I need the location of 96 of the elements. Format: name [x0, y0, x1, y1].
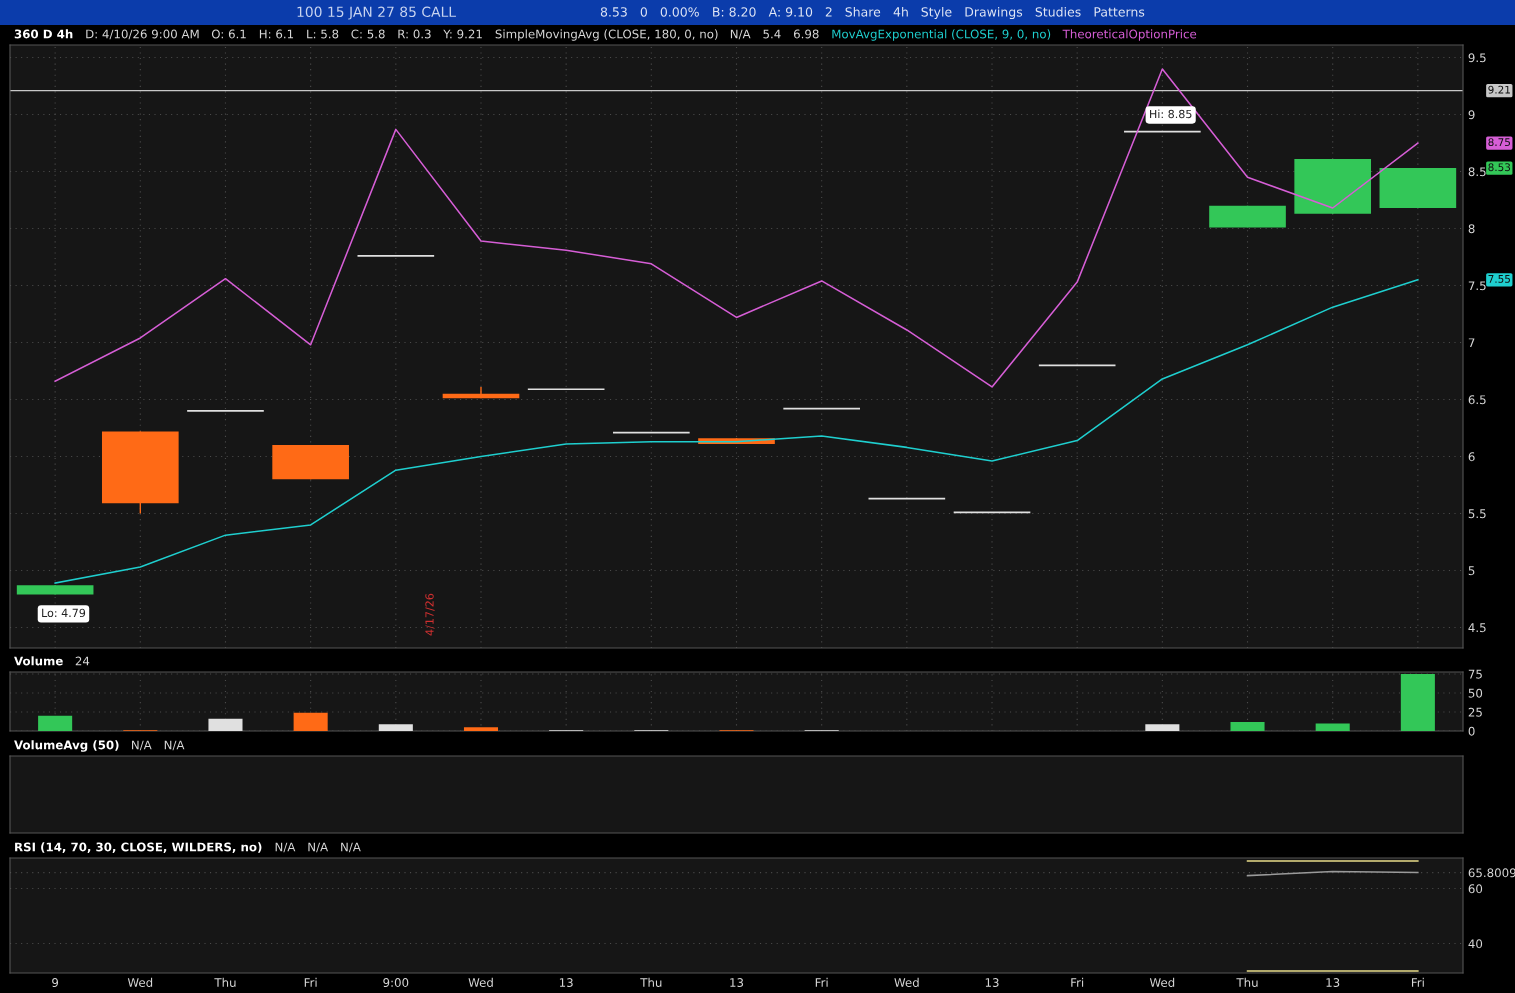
bar	[1230, 721, 1265, 731]
x-tick-label: Fri	[304, 977, 317, 987]
y-tick-label: 9	[1468, 110, 1475, 120]
text: Style	[921, 6, 952, 20]
text: 4h	[893, 6, 908, 17]
y-tick-label: 8	[1468, 224, 1475, 234]
y-tick-label: 50	[1468, 688, 1483, 698]
candlestick	[1123, 130, 1202, 133]
text: VolumeAvg (50)	[14, 740, 119, 752]
x-tick-label: Wed	[468, 977, 493, 987]
text: B: 8.20	[713, 7, 756, 17]
x-tick-label: 9	[52, 978, 59, 987]
line-series	[54, 68, 1419, 388]
y-tick-label: 0	[1468, 726, 1475, 736]
text: 0	[640, 7, 647, 17]
x-tick-label: Thu	[214, 977, 236, 987]
chart-title: Volume	[14, 656, 63, 666]
text: Y: 9.21	[443, 29, 482, 39]
y-tick-label: 75	[1468, 669, 1482, 679]
bar	[293, 712, 328, 731]
text: Drawings	[965, 6, 1023, 20]
text: H: 6.1	[259, 29, 294, 39]
x-tick-label: 9:00	[383, 978, 409, 987]
text: N/A	[730, 29, 751, 40]
chart-subtitle: 24	[75, 656, 90, 666]
candlestick	[782, 407, 861, 410]
text: SimpleMovingAvg (CLOSE, 180, 0, no)	[495, 29, 718, 41]
bar	[1400, 673, 1435, 731]
x-tick-label: Wed	[127, 977, 153, 987]
text: A: 9.10	[768, 7, 813, 17]
chart-title: RSI (14, 70, 30, CLOSE, WILDERS, no)	[15, 842, 262, 853]
annotation: Hi: 8.85	[1150, 109, 1192, 119]
bar	[1145, 724, 1180, 731]
y-tick-label: 7.5	[1468, 281, 1486, 291]
y-tick-label: 5.5	[1468, 509, 1486, 519]
text: 7.55	[1488, 275, 1510, 283]
text: 0.00%	[660, 7, 699, 17]
x-tick-label: 13	[730, 978, 744, 987]
text: R: 0.3	[398, 29, 431, 39]
text: 8.75	[1488, 138, 1510, 147]
bar	[208, 718, 243, 731]
text: O: 6.1	[211, 29, 246, 39]
x-tick-label: Thu	[640, 977, 662, 987]
text: Share	[845, 6, 881, 17]
text: 8.53	[1488, 163, 1511, 172]
bar	[463, 727, 499, 731]
y-tick-label: 8.5	[1468, 167, 1486, 177]
text: N/A	[308, 842, 329, 853]
text: N/A	[275, 842, 296, 853]
x-tick-label: Fri	[1071, 977, 1084, 987]
x-tick-label: Thu	[1236, 977, 1258, 987]
y-tick-label: 6	[1468, 452, 1475, 462]
line-series	[54, 279, 1419, 584]
ref-line-label: 9.21	[1488, 85, 1510, 94]
text: L: 5.8	[307, 29, 339, 39]
bar	[1315, 723, 1350, 731]
y-tick-label: 9.5	[1468, 53, 1486, 63]
y-tick-label: 6.5	[1468, 395, 1486, 405]
x-tick-label: 13	[985, 978, 999, 987]
candlestick	[526, 388, 606, 391]
text: 2	[825, 7, 832, 17]
bar	[38, 715, 73, 731]
candlestick	[1038, 364, 1117, 367]
y-tick-label: 25	[1468, 707, 1482, 717]
candlestick	[867, 497, 947, 500]
candlestick	[952, 511, 1032, 514]
text: 100 15 JAN 27 85 CALL	[297, 6, 456, 20]
annotation: 4/17/26	[425, 593, 435, 636]
text: 6.98	[793, 29, 819, 39]
candlestick	[612, 431, 691, 434]
text: N/A	[341, 842, 361, 853]
text: 8.53	[600, 7, 627, 17]
text: D: 4/10/26 9:00 AM	[86, 29, 199, 40]
text: C: 5.8	[351, 29, 385, 39]
x-tick-label: Wed	[1149, 977, 1175, 987]
text: 5.4	[763, 29, 781, 39]
chart-title: 360 D 4h	[14, 29, 73, 39]
annotation: Lo: 4.79	[42, 608, 86, 618]
x-tick-label: Fri	[815, 977, 828, 987]
y-tick-label: 4.5	[1468, 623, 1486, 633]
text: N/A	[164, 740, 185, 751]
y-tick-label: 40	[1468, 939, 1483, 949]
x-tick-label: 13	[1326, 978, 1340, 987]
text: MovAvgExponential (CLOSE, 9, 0, no)	[832, 29, 1051, 41]
text: Studies	[1035, 6, 1081, 17]
text: N/A	[132, 740, 152, 751]
y-tick-label: 65.8009	[1468, 868, 1515, 878]
y-tick-label: 60	[1468, 884, 1483, 894]
bar	[378, 724, 413, 731]
x-tick-label: 13	[559, 978, 573, 987]
y-tick-label: 7	[1468, 338, 1475, 347]
text: TheoreticalOptionPrice	[1062, 29, 1197, 41]
x-tick-label: Fri	[1411, 977, 1424, 987]
text: Patterns	[1094, 7, 1145, 17]
y-tick-label: 5	[1468, 566, 1475, 576]
x-tick-label: Wed	[894, 977, 919, 987]
